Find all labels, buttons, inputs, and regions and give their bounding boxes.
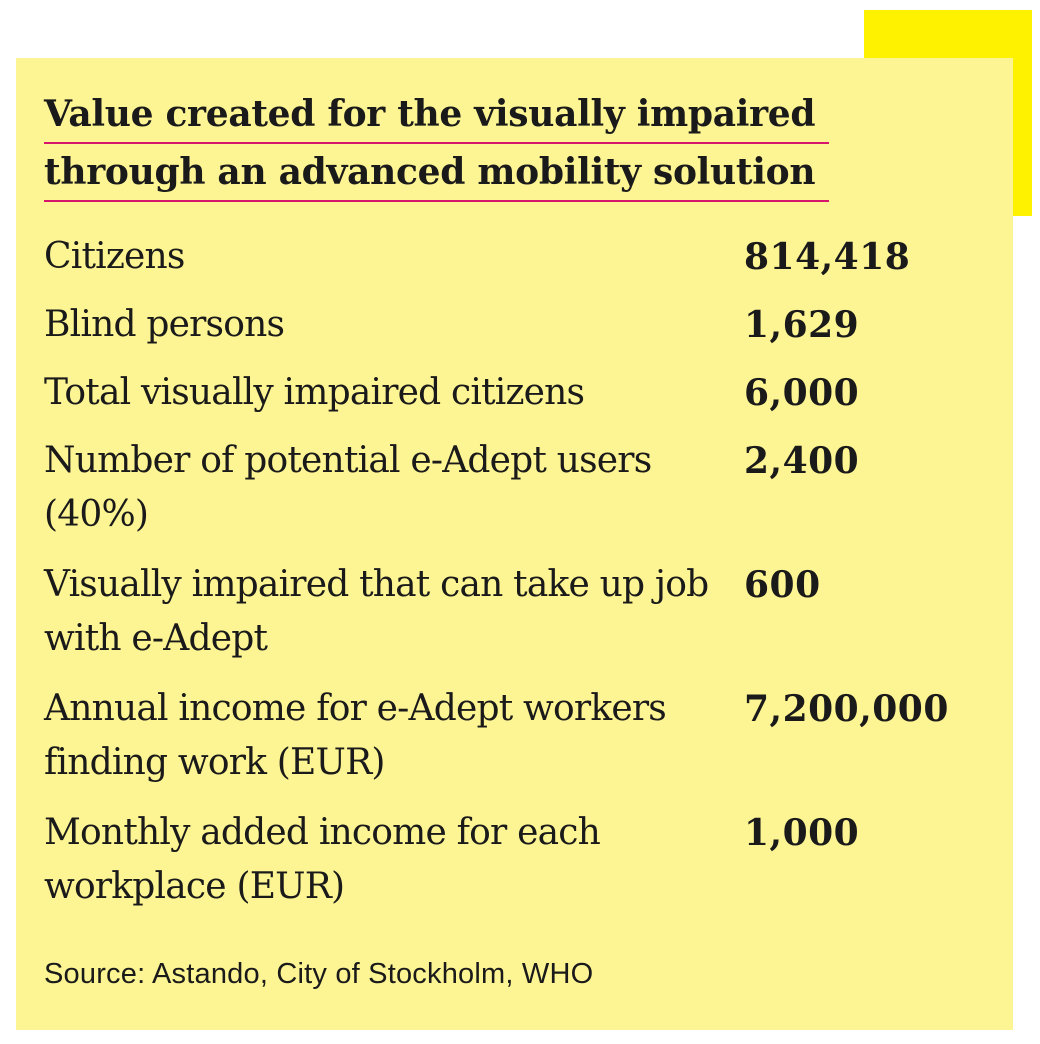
stat-value: 600 <box>744 564 821 606</box>
title-line-1: Value created for the visually impaired <box>44 86 830 144</box>
stat-label: Total visually impaired citizens <box>44 372 585 413</box>
stats-table: Citizens 814,418 Blind persons 1,629 Tot… <box>44 230 984 930</box>
stat-label: Number of potential e-Adept users (40%) <box>44 440 652 535</box>
stat-value: 2,400 <box>744 440 860 482</box>
stat-value: 814,418 <box>744 236 911 278</box>
stat-row-citizens: Citizens 814,418 <box>44 230 984 298</box>
info-card: Value created for the visually impaired … <box>16 58 1013 1030</box>
stat-row-potential-users: Number of potential e-Adept users (40%) … <box>44 434 984 558</box>
stat-row-blind-persons: Blind persons 1,629 <box>44 298 984 366</box>
stat-value: 1,000 <box>744 812 860 854</box>
stat-label: Blind persons <box>44 304 285 345</box>
stat-row-job-takers: Visually impaired that can take up job w… <box>44 558 984 682</box>
stat-row-annual-income: Annual income for e-Adept workers findin… <box>44 682 984 806</box>
stat-label: Monthly added income for each workplace … <box>44 812 601 907</box>
stat-value: 1,629 <box>744 304 860 346</box>
stat-row-monthly-income: Monthly added income for each workplace … <box>44 806 984 930</box>
card-title: Value created for the visually impaired … <box>44 86 830 202</box>
stat-label: Citizens <box>44 236 185 277</box>
stat-value: 7,200,000 <box>744 688 949 730</box>
stat-label: Visually impaired that can take up job w… <box>44 564 709 659</box>
source-note: Source: Astando, City of Stockholm, WHO <box>44 958 594 990</box>
title-line-2: through an advanced mobility solution <box>44 144 830 202</box>
stat-row-total-visually-impaired: Total visually impaired citizens 6,000 <box>44 366 984 434</box>
stat-label: Annual income for e-Adept workers findin… <box>44 688 667 783</box>
stat-value: 6,000 <box>744 372 860 414</box>
